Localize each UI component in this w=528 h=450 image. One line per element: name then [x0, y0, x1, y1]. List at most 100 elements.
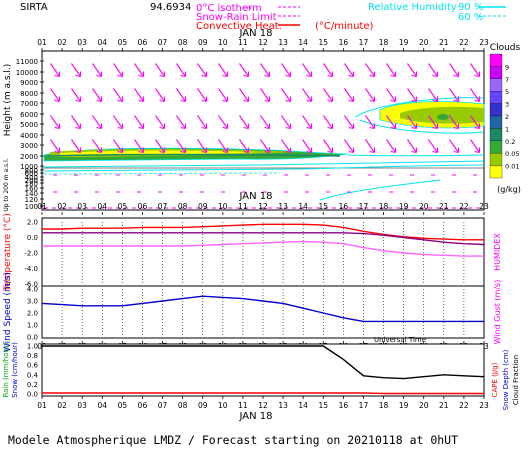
wind-arrow-head — [264, 71, 271, 78]
wind-arrow — [344, 115, 354, 129]
cloud-scale-label: 9 — [505, 63, 509, 71]
y-tick-label: 0.4 — [27, 371, 39, 379]
height-tick-label: 400 — [25, 174, 38, 182]
cloud-scale-label: 1 — [505, 125, 509, 133]
wind-arrow-head — [348, 96, 355, 103]
legend-hum-90: 90 % — [458, 2, 483, 13]
hour-tick-label: 04 — [97, 38, 107, 47]
height-tick-label: 200 — [25, 177, 38, 185]
cloud-scale-label: 0.05 — [505, 150, 519, 158]
wind-arrow — [155, 139, 165, 153]
wind-arrow — [50, 115, 60, 129]
wind-arrow-head — [264, 123, 271, 130]
hour-axis-top: 01 02 03 04 05 06 07 08 09 10 11 12 13 14 15 16 17 18 19 20… — [37, 38, 489, 51]
wind-arrow — [470, 115, 480, 129]
series-line — [42, 240, 484, 257]
wind-arrow-head — [159, 147, 166, 154]
wind-arrow — [239, 115, 249, 129]
wind-arrow-head — [75, 123, 82, 130]
cloud-panel-frame — [41, 50, 485, 211]
hour-tick-label: 19 — [399, 202, 409, 211]
height-tick-label: 100 — [25, 203, 38, 211]
wind-arrow-head — [75, 71, 82, 78]
hour-tick-label: 20 — [419, 401, 429, 410]
hour-tick-label: 16 — [339, 202, 349, 211]
rain-axis-title: Rain (mm/hour) — [2, 342, 10, 397]
wind-arrow-head — [327, 123, 334, 130]
wind-arrow — [386, 88, 396, 102]
hour-tick-label: 06 — [138, 401, 148, 410]
hour-tick-label: 02 — [57, 202, 67, 211]
wind-arrow — [176, 63, 186, 77]
y-tick-label: 0.0 — [27, 234, 38, 242]
wind-arrow-head — [96, 96, 103, 103]
height-tick-label: 600 — [25, 170, 38, 178]
cloud-scale-swatch — [489, 66, 503, 79]
hour-tick-label: 05 — [118, 202, 128, 211]
hour-tick-label: 07 — [158, 202, 168, 211]
wind-arrow — [386, 139, 396, 153]
wind-arrow — [92, 63, 102, 77]
wind-arrow-head — [117, 147, 124, 154]
precip-panel-frame — [41, 343, 485, 397]
hour-tick-label: 19 — [399, 38, 409, 47]
hour-tick-label: 11 — [238, 202, 248, 211]
hour-tick-label: 12 — [258, 38, 268, 47]
wind-arrow-head — [369, 96, 376, 103]
wind-arrow-head — [306, 123, 313, 130]
height-tick-label: 160 — [25, 185, 38, 193]
wind-arrow-head — [222, 71, 229, 78]
wind-arrow-head — [369, 71, 376, 78]
wind-arrow — [407, 139, 417, 153]
wind-arrow — [197, 115, 207, 129]
wind-arrow-head — [138, 71, 145, 78]
hour-tick-label: 14 — [298, 401, 308, 410]
cloud-scale-label: 7 — [505, 76, 509, 84]
wind-arrow-head — [222, 96, 229, 103]
wind-arrow-head — [348, 123, 355, 130]
wind-arrow-head — [390, 71, 397, 78]
legend-convective: Convective Heat. — [196, 21, 282, 32]
wind-arrow — [470, 63, 480, 77]
height-tick-label: 11000 — [16, 58, 38, 66]
wind-arrow-head — [138, 123, 145, 130]
hour-tick-label: 13 — [278, 401, 288, 410]
cloud-layers — [43, 97, 485, 162]
height-tick-label: 180 — [25, 180, 38, 188]
legend-hum-60: 60 % — [458, 12, 483, 23]
wind-arrow — [218, 115, 228, 129]
hour-tick-label: 15 — [318, 202, 328, 211]
wind-arrow — [323, 63, 333, 77]
hour-tick-label: 11 — [238, 38, 248, 47]
cloud-scale-swatch — [489, 115, 503, 129]
hour-tick-label: 09 — [198, 38, 208, 47]
y-tick-label: 1.0 — [27, 322, 38, 330]
wind-arrow — [428, 63, 438, 77]
wind-arrow — [239, 63, 249, 77]
cloud-scale-swatch — [489, 91, 503, 104]
cloud-scale-swatch — [489, 53, 503, 67]
forecast-footer: Modele Atmospherique LMDZ / Forecast sta… — [8, 433, 458, 447]
wind-arrow — [197, 88, 207, 102]
wind-arrow — [302, 139, 312, 153]
wind-arrow — [302, 88, 312, 102]
y-tick-label: -6.0 — [24, 281, 38, 289]
hour-tick-label: 02 — [57, 38, 67, 47]
wind-arrow — [260, 115, 270, 129]
wind-arrow-head — [138, 96, 145, 103]
wind-arrow-head — [117, 96, 124, 103]
cape-axis-title: CAPE (J/g) — [491, 362, 499, 397]
wind-arrow — [281, 115, 291, 129]
date-label-bottom: JAN 18 — [239, 411, 273, 422]
wind-arrow — [407, 63, 417, 77]
wind-arrow — [428, 139, 438, 153]
height-tick-label: 140 — [25, 190, 38, 198]
wind-arrow — [134, 115, 144, 129]
hour-tick-label: 19 — [399, 401, 409, 410]
hour-tick-label: 12 — [258, 401, 268, 410]
wind-arrow-head — [54, 96, 61, 103]
cloud-scale-label: 3 — [505, 101, 509, 109]
cloud-scale-swatch — [489, 140, 503, 154]
wind-arrow-head — [264, 96, 271, 103]
wind-series — [41, 295, 484, 323]
